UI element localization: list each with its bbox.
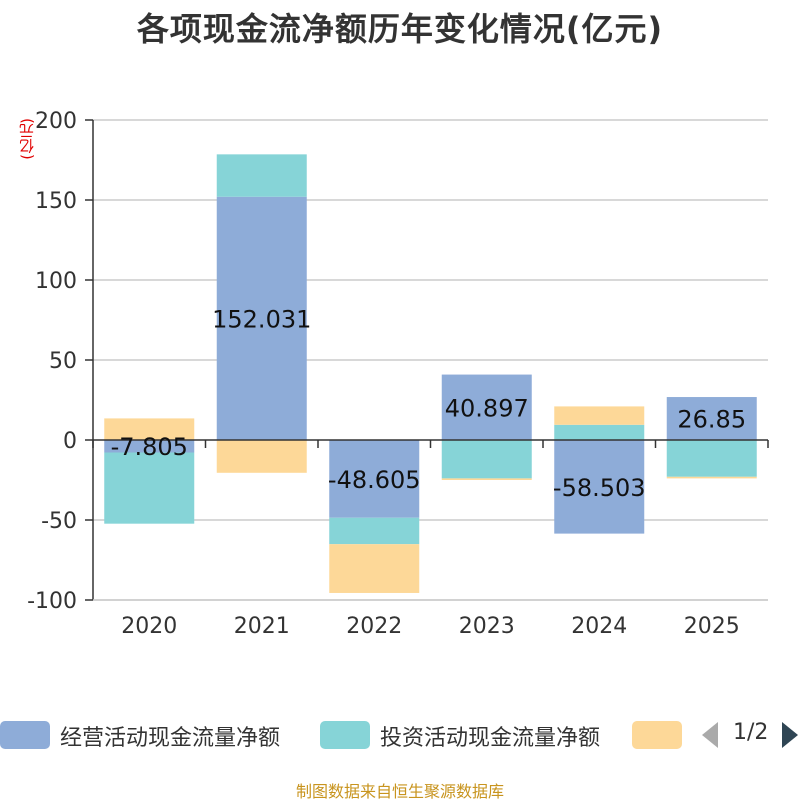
x-tick-label-2021: 2021 (234, 614, 290, 639)
bar-series2-2020 (104, 418, 195, 440)
bar-series1-2022 (329, 517, 420, 545)
y-tick-label-50: 50 (49, 349, 77, 374)
bar-series2-2023 (441, 478, 532, 480)
bar-series1-2020 (104, 452, 195, 524)
legend-swatch-investing (320, 721, 370, 749)
pager-next-icon[interactable] (780, 722, 800, 748)
x-tick-label-2024: 2024 (571, 614, 627, 639)
data-label-2020: -7.805 (111, 433, 188, 461)
y-tick-label--50: -50 (41, 509, 77, 534)
legend-label-operating: 经营活动现金流量净额 (60, 726, 281, 751)
legend-pager: 1/2 (700, 716, 800, 752)
y-tick-label-100: 100 (35, 269, 77, 294)
data-label-2021: 152.031 (212, 305, 311, 333)
bar-series1-2021 (216, 154, 307, 197)
chart-title: 各项现金流净额历年变化情况(亿元) (136, 10, 664, 48)
legend-swatch-operating (0, 721, 50, 749)
data-label-2023: 40.897 (445, 394, 529, 422)
pager-prev-icon[interactable] (700, 722, 720, 748)
source-footer: 制图数据来自恒生聚源数据库 (295, 782, 504, 801)
bar-series2-2021 (216, 440, 307, 473)
y-tick-label-150: 150 (35, 189, 77, 214)
y-tick-label-0: 0 (63, 429, 77, 454)
legend-swatch-financing (632, 721, 682, 749)
x-tick-label-2022: 2022 (346, 614, 402, 639)
x-tick-label-2023: 2023 (459, 614, 515, 639)
x-tick-label-2020: 2020 (121, 614, 177, 639)
data-label-2022: -48.605 (328, 466, 421, 494)
bar-series0-2023 (441, 374, 532, 440)
bar-series1-2023 (441, 440, 532, 479)
bar-series1-2024 (554, 424, 645, 440)
bar-series0-2025 (666, 397, 757, 440)
data-label-2025: 26.85 (677, 406, 746, 434)
bar-series0-2020 (104, 440, 195, 453)
legend-label-investing: 投资活动现金流量净额 (380, 726, 601, 751)
pager-page-indicator: 1/2 (733, 720, 769, 745)
bar-chart: 200 150 100 50 0 -50 -100 2020 2021 2022 2023 2024 2… (27, 109, 769, 639)
bar-series1-2025 (666, 440, 757, 477)
x-tick-label-2025: 2025 (684, 614, 740, 639)
bar-series0-2022 (329, 440, 420, 518)
bar-series0-2024 (554, 440, 645, 534)
bar-series2-2024 (554, 406, 645, 425)
bar-series2-2022 (329, 544, 420, 593)
y-tick-label-200: 200 (35, 109, 77, 134)
legend: 经营活动现金流量净额 投资活动现金流量净额 1/2 (0, 716, 800, 752)
data-label-2024: -58.503 (553, 474, 646, 502)
y-tick-label--100: -100 (27, 589, 77, 614)
bar-series2-2025 (666, 476, 757, 479)
bar-series0-2021 (216, 196, 307, 440)
